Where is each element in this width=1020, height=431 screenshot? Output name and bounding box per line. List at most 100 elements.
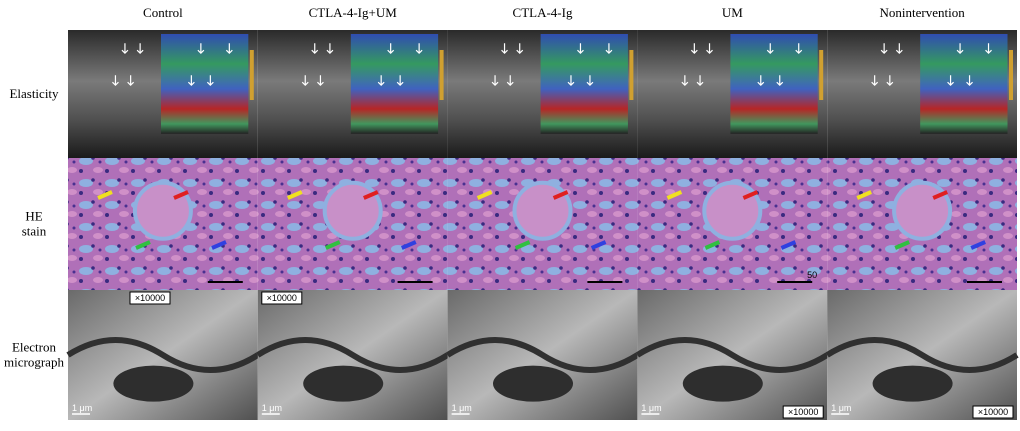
- em-panel: 1 μm: [445, 290, 640, 420]
- arrow: [396, 75, 404, 87]
- arrow: [886, 75, 894, 87]
- nucleus: [493, 365, 574, 402]
- arrow: [895, 43, 903, 55]
- membrane: [445, 337, 640, 373]
- arrow: [516, 43, 524, 55]
- elasticity-panel: [68, 30, 258, 158]
- arrow: [97, 190, 113, 200]
- em-panel: ×10000 1 μm: [66, 290, 260, 420]
- arrow: [577, 43, 584, 55]
- arrow: [112, 75, 119, 87]
- arrow: [325, 240, 341, 250]
- scale-label: 1 μm: [831, 403, 851, 413]
- membrane: [256, 337, 450, 373]
- arrow: [377, 75, 385, 87]
- magnification-box: [129, 291, 171, 305]
- row-label: stain: [22, 224, 47, 239]
- arrow: [690, 43, 698, 55]
- membrane: [66, 337, 260, 373]
- color-bar: [439, 50, 444, 100]
- he-panel: [257, 158, 448, 290]
- scale-label: 1 μm: [72, 403, 92, 413]
- membrane: [825, 337, 1019, 373]
- arrow: [415, 43, 423, 55]
- arrow: [225, 43, 233, 55]
- arrow: [135, 240, 151, 250]
- color-bar: [1009, 50, 1013, 100]
- arrow: [211, 240, 227, 250]
- elastography-overlay: [730, 34, 818, 134]
- arrow: [970, 240, 986, 250]
- nucleus: [872, 365, 953, 402]
- arrow: [301, 75, 309, 87]
- he-panel: [637, 158, 828, 290]
- magnification-label: ×10000: [267, 293, 297, 303]
- glomerulus: [512, 180, 573, 241]
- glomerulus: [702, 180, 763, 241]
- nucleus: [682, 365, 763, 402]
- arrow: [317, 75, 324, 87]
- arrow: [501, 43, 508, 55]
- arrow: [287, 190, 303, 200]
- elastography-overlay: [920, 34, 1008, 134]
- arrow: [197, 43, 205, 55]
- arrow: [706, 43, 713, 55]
- arrow: [795, 43, 803, 55]
- color-bar: [629, 50, 634, 100]
- he-panel: [447, 158, 638, 290]
- arrow: [476, 190, 493, 200]
- arrow: [956, 43, 964, 55]
- he-panel: [68, 158, 258, 290]
- magnification-label: ×10000: [788, 407, 818, 417]
- elasticity-panel: [637, 30, 828, 158]
- magnification-box: [261, 291, 303, 305]
- nucleus: [303, 365, 384, 402]
- arrow: [681, 75, 689, 87]
- magnification-box: [782, 405, 824, 419]
- arrow: [363, 190, 379, 200]
- arrow: [666, 190, 683, 200]
- scale-label: 1 μm: [452, 403, 472, 413]
- arrow: [605, 43, 613, 55]
- glomerulus: [322, 180, 383, 241]
- arrow: [856, 190, 872, 200]
- nucleus: [113, 365, 194, 402]
- glomerulus: [132, 180, 193, 241]
- elastography-overlay: [161, 34, 249, 134]
- arrow: [780, 240, 797, 250]
- glomerulus: [892, 180, 953, 241]
- row-label: Elasticity: [9, 86, 59, 101]
- arrow: [136, 43, 144, 55]
- column-title: CTLA-4-Ig+UM: [309, 5, 398, 20]
- he-scale-label: 50: [807, 270, 817, 280]
- membrane: [635, 337, 829, 373]
- arrow: [506, 75, 514, 87]
- magnification-label: ×10000: [135, 293, 165, 303]
- magnification-label: ×10000: [978, 407, 1008, 417]
- arrow: [567, 75, 575, 87]
- arrow: [871, 75, 879, 87]
- elasticity-panel: [257, 30, 448, 158]
- elasticity-panel: [827, 30, 1017, 158]
- arrow: [894, 240, 910, 250]
- elastography-overlay: [540, 34, 628, 134]
- em-panel: ×10000 1 μm: [256, 290, 450, 420]
- em-panel: ×10000 1 μm: [635, 290, 829, 420]
- row-label: HE: [25, 209, 42, 224]
- arrow: [206, 75, 214, 87]
- arrow: [127, 75, 135, 87]
- arrow: [590, 240, 607, 250]
- magnification-box: [972, 405, 1014, 419]
- elastography-overlay: [350, 34, 439, 134]
- column-title: UM: [722, 5, 743, 20]
- scale-label: 1 μm: [262, 403, 282, 413]
- elasticity-panel: [447, 30, 638, 158]
- arrow: [121, 43, 129, 55]
- column-title: Nonintervention: [879, 5, 965, 20]
- arrow: [552, 190, 569, 200]
- arrow: [776, 75, 784, 87]
- arrow: [173, 190, 189, 200]
- arrow: [947, 75, 954, 87]
- scale-label: 1 μm: [641, 403, 661, 413]
- arrow: [696, 75, 704, 87]
